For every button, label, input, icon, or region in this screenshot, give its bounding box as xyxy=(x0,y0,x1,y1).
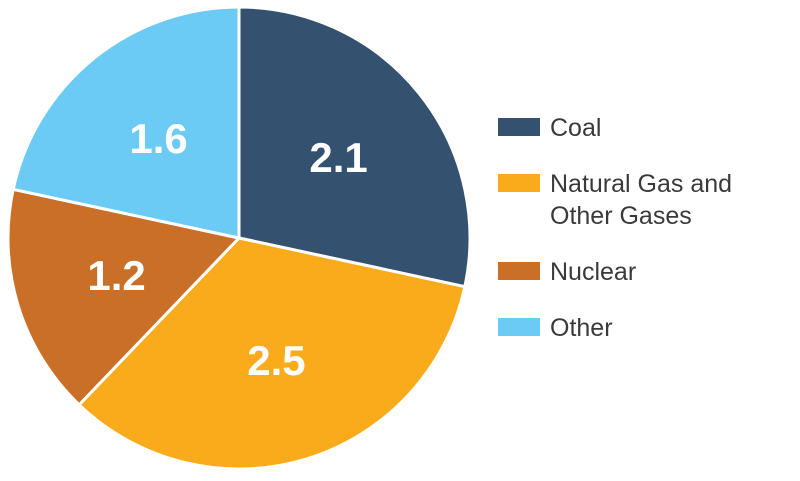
pie-slice-0 xyxy=(237,5,472,289)
legend: Coal Natural Gas and Other Gases Nuclear Ot… xyxy=(498,112,798,368)
legend-item: Natural Gas and Other Gases xyxy=(498,168,798,232)
slice-value-label: 1.6 xyxy=(129,115,187,162)
legend-label: Other xyxy=(550,314,613,342)
slice-value-label: 2.1 xyxy=(309,134,367,181)
legend-label: Coal xyxy=(550,114,602,142)
legend-label: Nuclear xyxy=(550,258,637,286)
legend-label: Natural Gas and Other Gases xyxy=(550,170,733,230)
legend-item: Nuclear xyxy=(498,256,798,288)
legend-swatch xyxy=(498,174,540,192)
slice-value-label: 1.2 xyxy=(87,252,145,299)
slice-value-label: 2.5 xyxy=(247,337,305,384)
legend-swatch xyxy=(498,118,540,136)
legend-swatch xyxy=(498,262,540,280)
legend-item: Coal xyxy=(498,112,798,144)
pie-slice-3 xyxy=(11,5,241,240)
legend-swatch xyxy=(498,318,540,336)
legend-item: Other xyxy=(498,312,798,344)
pie-chart: 2.1 2.5 1.2 1.6 xyxy=(6,5,472,471)
pie-slice-1 xyxy=(77,236,467,471)
pie-slice-2 xyxy=(6,187,241,407)
